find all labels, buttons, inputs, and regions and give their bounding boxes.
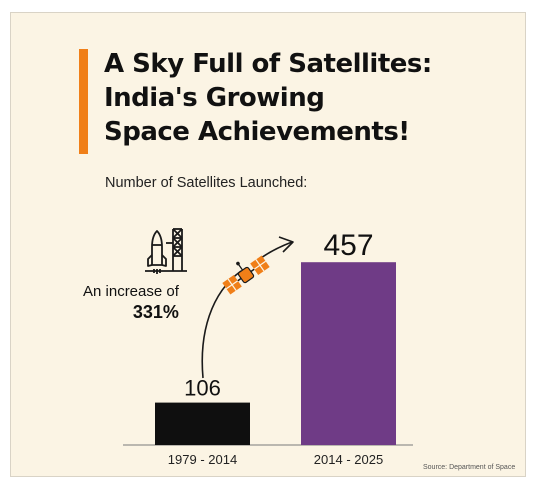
category-label-1: 1979 - 2014 [168,452,237,467]
increase-annotation: An increase of 331% [83,281,179,323]
increase-value: 331% [132,302,179,322]
value-label-2: 457 [323,229,373,262]
satellite-icon [222,255,270,295]
value-label-1: 106 [184,376,221,401]
headline: A Sky Full of Satellites: India's Growin… [104,47,504,149]
increase-text: An increase of [83,283,179,300]
bar-1 [155,402,250,445]
bar-chart: 106 1979 - 2014 457 2014 - 2025 [123,229,413,467]
rocket-launchpad-icon [145,228,187,274]
infographic-card: A Sky Full of Satellites: India's Growin… [10,12,526,477]
source-credit: Source: Department of Space [423,464,516,471]
headline-line-2: India's Growing [104,83,325,113]
accent-bar [79,49,88,154]
category-label-2: 2014 - 2025 [314,452,383,467]
headline-line-3: Space Achievements! [104,117,410,147]
bar-2 [301,262,396,445]
headline-line-1: A Sky Full of Satellites: [104,49,432,79]
chart-subtitle: Number of Satellites Launched: [105,175,308,191]
